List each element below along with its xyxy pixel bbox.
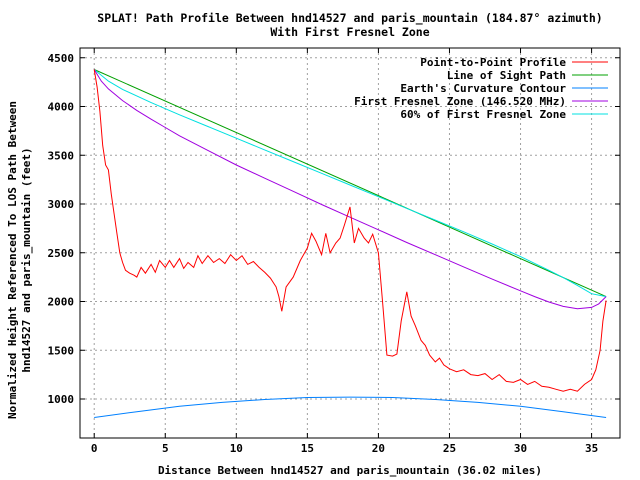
- legend-label: First Fresnel Zone (146.520 MHz): [354, 95, 566, 108]
- series-line-1: [93, 69, 607, 298]
- x-axis-label: Distance Between hnd14527 and paris_moun…: [158, 464, 542, 477]
- x-tick-label: 5: [162, 442, 169, 455]
- series-line-0: [93, 69, 607, 392]
- legend-label: Earth's Curvature Contour: [400, 82, 566, 95]
- legend-label: Line of Sight Path: [447, 69, 566, 82]
- y-tick-label: 2000: [48, 296, 75, 309]
- series-line-3: [93, 69, 607, 310]
- chart-subtitle: With First Fresnel Zone: [270, 25, 429, 39]
- x-tick-label: 10: [230, 442, 243, 455]
- series-line-4: [93, 69, 607, 298]
- x-tick-label: 15: [301, 442, 314, 455]
- y-tick-label: 1500: [48, 344, 75, 357]
- legend-label: Point-to-Point Profile: [420, 56, 566, 69]
- y-tick-label: 4500: [48, 52, 75, 65]
- x-tick-label: 20: [372, 442, 385, 455]
- x-tick-label: 30: [514, 442, 527, 455]
- plot-frame: [79, 47, 621, 439]
- plot-series: [93, 69, 607, 418]
- y-axis-label-line2: hnd14527 and paris_mountain (feet): [20, 147, 33, 372]
- series-line-2: [94, 396, 607, 418]
- y-axis: 1000 1500 2000 2500 3000 3500 4000 4500: [48, 52, 620, 406]
- legend-label: 60% of First Fresnel Zone: [400, 108, 566, 121]
- x-tick-label: 35: [585, 442, 598, 455]
- chart-title: SPLAT! Path Profile Between hnd14527 and…: [97, 11, 602, 26]
- y-tick-label: 3500: [48, 149, 75, 162]
- y-tick-label: 3000: [48, 198, 75, 211]
- grid-lines: [80, 48, 620, 438]
- y-axis-label-line1: Normalized Height Referenced To LOS Path…: [6, 101, 19, 419]
- y-tick-label: 2500: [48, 247, 75, 260]
- x-tick-label: 0: [91, 442, 98, 455]
- y-tick-label: 4000: [48, 101, 75, 114]
- x-tick-label: 25: [443, 442, 456, 455]
- x-axis: 0 5 10 15 20 25 30 35: [91, 48, 598, 455]
- y-tick-label: 1000: [48, 393, 75, 406]
